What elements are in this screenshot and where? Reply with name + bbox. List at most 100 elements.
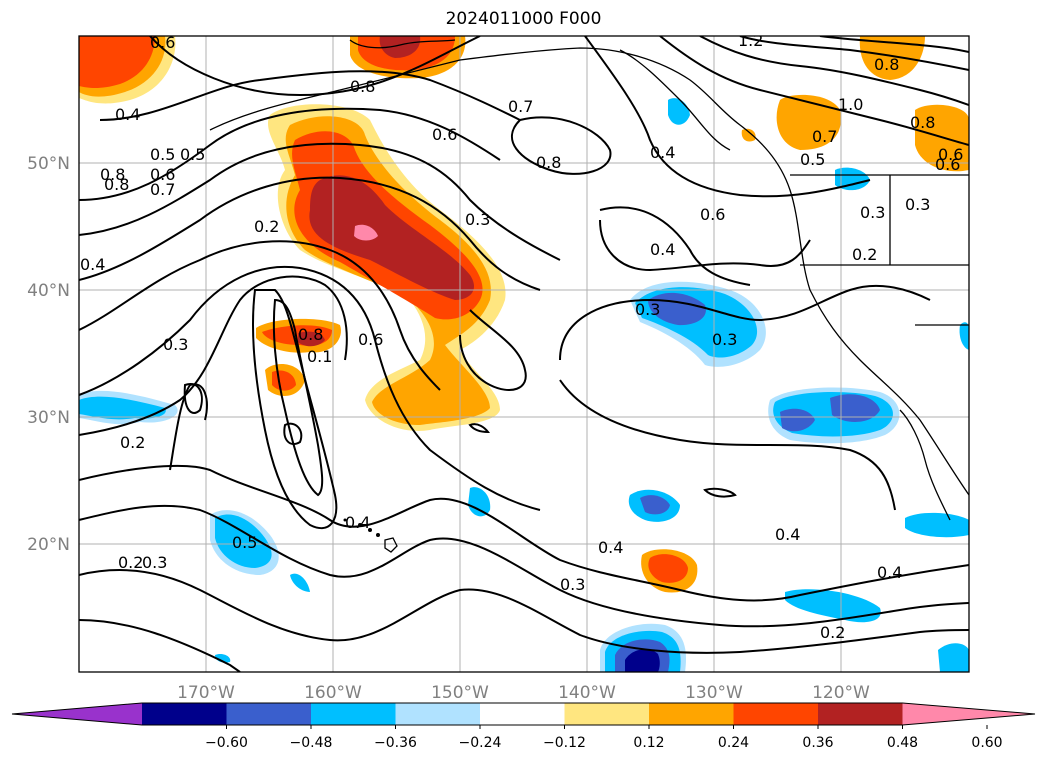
contour-label: 0.8	[874, 55, 899, 74]
colorbar-extend-high	[902, 703, 1035, 725]
contour-label: 0.4	[598, 538, 623, 557]
contour-label: 0.8	[100, 165, 125, 184]
contour-label: 0.4	[80, 255, 105, 274]
contour-label: 0.8	[910, 113, 935, 132]
shade-neg-22	[835, 167, 870, 191]
contour-label: 0.6	[358, 330, 383, 349]
contour-label: 1.0	[838, 95, 863, 114]
shade-neg-9	[79, 396, 166, 420]
colorbar-outline	[11, 702, 1036, 726]
colorbar-tick-label: −0.24	[459, 735, 502, 751]
contour-label: 0.5	[800, 150, 825, 169]
colorbar-tick-label: 0.60	[971, 735, 1002, 751]
shade-pos-alaska-inner	[379, 36, 421, 58]
contour-label: 0.5	[180, 145, 205, 164]
lon-label: 140°W	[558, 683, 616, 703]
shade-positive-060	[354, 224, 378, 241]
contour-label: 0.2	[820, 623, 845, 642]
lon-label: 130°W	[685, 683, 743, 703]
contour-lines	[79, 36, 969, 672]
colorbar-segment	[733, 703, 819, 725]
lat-label: 30°N	[27, 408, 70, 428]
contour-label: 0.4	[345, 513, 370, 532]
colorbar-tick-label: 0.24	[718, 735, 749, 751]
gridlines	[79, 36, 969, 672]
contour-label: 0.6	[938, 145, 963, 164]
colorbar-tick-label: 0.48	[887, 735, 918, 751]
coastline	[209, 39, 969, 521]
colorbar-segment	[649, 703, 735, 725]
contour-label: 0.5	[232, 533, 257, 552]
contour-label: 0.5	[150, 145, 175, 164]
colorbar-tick-label: −0.60	[205, 735, 248, 751]
shade-neg-11	[215, 514, 272, 568]
shade-positive-048	[309, 175, 475, 300]
contour-label: 0.6	[150, 165, 175, 184]
shade-pos-right-6	[648, 554, 688, 583]
contour-label: 0.2	[118, 553, 143, 572]
colorbar-segment	[564, 703, 650, 725]
contour-label: 0.4	[115, 105, 140, 124]
shade-neg-24	[290, 573, 310, 592]
contour-label: 0.4	[650, 143, 675, 162]
shade-pos-topleft-inner	[79, 36, 155, 88]
map-title: 2024011000 F000	[445, 9, 602, 29]
contour-label: 0.7	[508, 97, 533, 116]
contour-label: 0.2	[120, 433, 145, 452]
colorbar-segment	[142, 703, 228, 725]
contour-label: 0.4	[775, 525, 800, 544]
contour-label: 0.1	[307, 347, 332, 366]
colorbar-extend-low	[12, 703, 142, 725]
shade-neg-26	[959, 322, 969, 350]
contour-label: 0.7	[150, 180, 175, 199]
colorbar-tick-label: −0.48	[290, 735, 333, 751]
contour-label: 0.3	[712, 330, 737, 349]
shade-pos-small-3	[298, 331, 325, 347]
contour-label: 0.3	[560, 575, 585, 594]
contour-label: 0.3	[860, 203, 885, 222]
contour-label: 0.8	[350, 77, 375, 96]
contour-label: 0.4	[650, 240, 675, 259]
shaded-anomalies: 0.6 0.4 0.5 0.5 0.8 0.7 0.6 0.8 0.4 0.8 …	[79, 31, 969, 672]
map-frame	[78, 35, 970, 673]
shade-neg-19	[785, 589, 881, 623]
colorbar-segment	[818, 703, 904, 725]
colorbar-segment	[480, 703, 566, 725]
contour-label: 0.8	[104, 175, 129, 194]
contour-label: 0.2	[254, 217, 279, 236]
shade-neg-6	[780, 408, 815, 432]
contour-label: 0.8	[536, 153, 561, 172]
colorbar-segment	[226, 703, 312, 725]
colorbar-segment	[395, 703, 481, 725]
contour-label: 0.8	[298, 325, 323, 344]
contour-label: 0.3	[142, 553, 167, 572]
contour-label: 0.6	[432, 125, 457, 144]
contour-labels: 0.6 0.4 0.5 0.5 0.8 0.7 0.6 0.8 0.4 0.8 …	[80, 31, 963, 642]
contour-label: 1.2	[738, 31, 763, 50]
lat-axis-labels: 50°N 40°N 30°N 20°N	[27, 154, 70, 555]
shade-neg-17	[640, 495, 670, 515]
contour-label: 0.6	[935, 155, 960, 174]
lat-label: 20°N	[27, 535, 70, 555]
contour-label: 0.3	[465, 210, 490, 229]
lon-axis-labels: 170°W 160°W 150°W 140°W 130°W 120°W	[177, 683, 870, 703]
shade-neg-20	[905, 512, 969, 538]
contour-label: 0.6	[150, 33, 175, 52]
lon-label: 170°W	[177, 683, 235, 703]
contour-label: 0.7	[812, 127, 837, 146]
shade-neg-21	[938, 643, 969, 672]
contour-label: 0.4	[877, 563, 902, 582]
lon-label: 160°W	[304, 683, 362, 703]
colorbar-tick-label: 0.36	[802, 735, 833, 751]
lon-label: 150°W	[431, 683, 489, 703]
colorbar: −0.60 −0.48 −0.36 −0.24 −0.12 0.12 0.24 0.36 0.4…	[11, 702, 1036, 751]
hawaiian-islands	[343, 518, 398, 553]
lon-label: 120°W	[812, 683, 870, 703]
shade-neg-18	[468, 487, 491, 517]
lat-label: 50°N	[27, 154, 70, 174]
shade-pos-right-1	[776, 94, 841, 150]
shade-pos-right-4	[741, 128, 756, 142]
contour-label: 0.3	[163, 335, 188, 354]
lat-label: 40°N	[27, 281, 70, 301]
